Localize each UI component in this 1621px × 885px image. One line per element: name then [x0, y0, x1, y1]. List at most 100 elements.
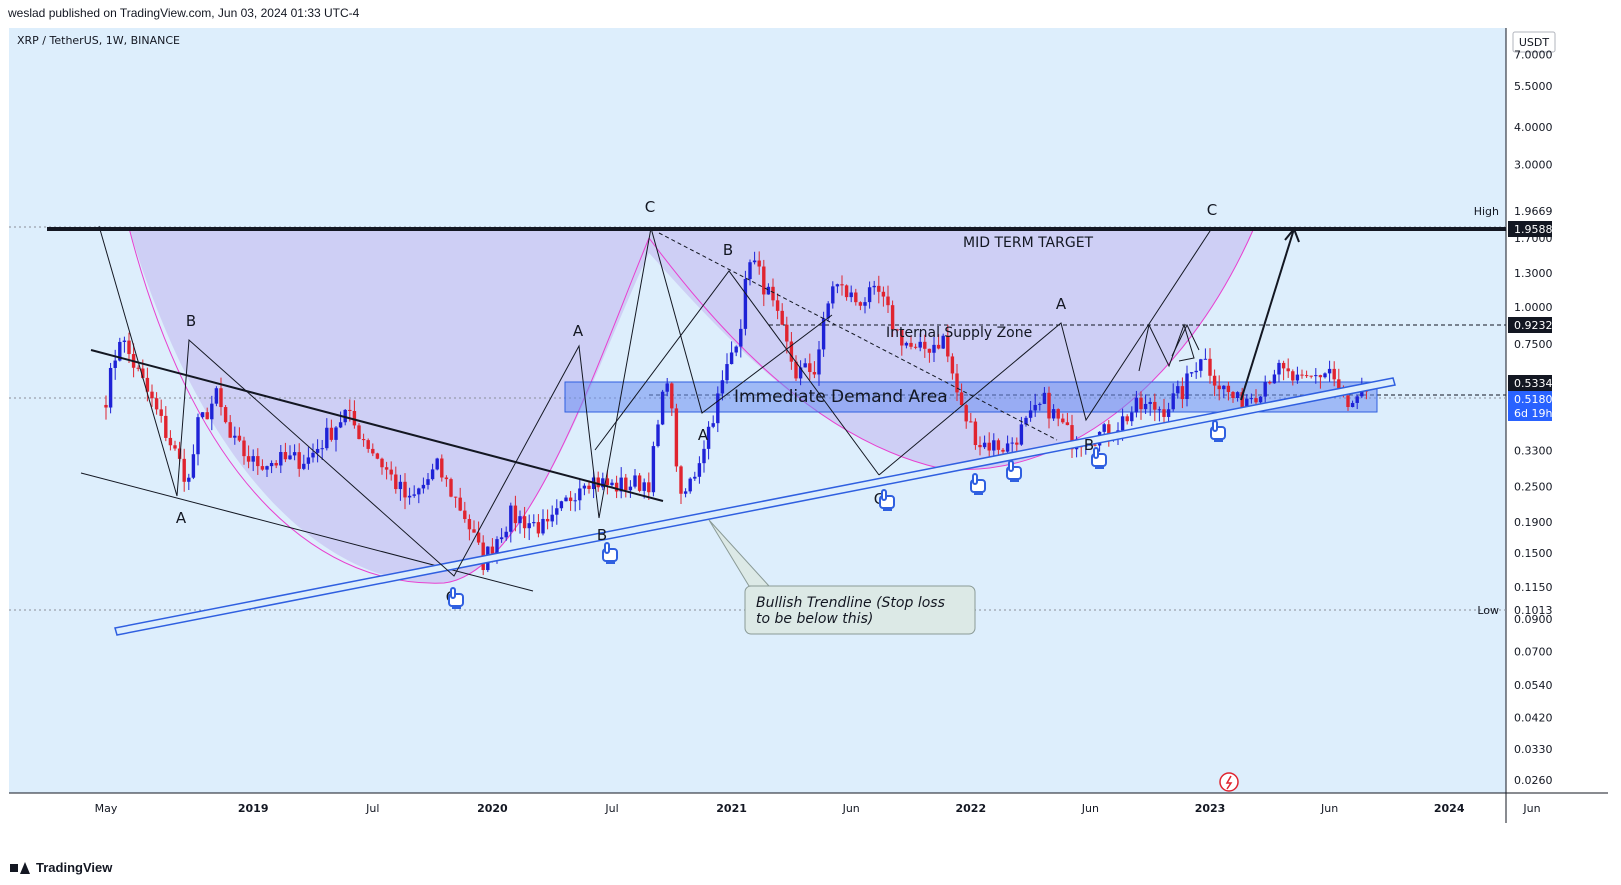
candle-body	[237, 435, 242, 441]
price-tick-label: 0.0900	[1514, 613, 1553, 626]
candle-body	[265, 466, 269, 470]
candle-body	[587, 485, 591, 490]
candle-body	[1355, 396, 1359, 403]
wave-label: A	[573, 322, 584, 340]
candle-body	[1281, 362, 1286, 369]
candle-body	[821, 318, 826, 350]
candle-body	[1162, 409, 1166, 417]
candle-body	[1134, 397, 1139, 413]
price-tick-label: 4.0000	[1514, 121, 1553, 134]
high-value: 1.9669	[1514, 205, 1553, 218]
wave-label: C	[1207, 201, 1217, 219]
candle-body	[118, 341, 122, 361]
tradingview-brand: TradingView	[36, 860, 113, 875]
internal-supply-label: Internal Supply Zone	[886, 325, 1032, 341]
candle-body	[334, 427, 338, 440]
candle-body	[490, 546, 495, 554]
candle-body	[306, 457, 311, 464]
candle-body	[509, 505, 513, 532]
demand-top-price-tag	[1508, 375, 1552, 391]
candle-body	[389, 469, 393, 475]
candle-body	[113, 360, 117, 368]
candle-body	[1107, 424, 1111, 439]
candle-body	[610, 482, 614, 486]
candle-body	[164, 415, 168, 438]
candle-body	[670, 383, 674, 409]
price-chart[interactable]: ABCABCABCABC MID TERM TARGET Internal Su…	[9, 28, 1608, 848]
candle-body	[835, 284, 840, 287]
candle-body	[453, 496, 458, 498]
candle-body	[1102, 424, 1106, 432]
mid-term-target-label: MID TERM TARGET	[963, 235, 1094, 251]
time-tick-label: 2020	[477, 802, 508, 815]
candle-body	[633, 475, 637, 487]
candle-body	[233, 435, 237, 438]
candle-body	[187, 477, 191, 482]
chart-frame[interactable]: ABCABCABCABC MID TERM TARGET Internal Su…	[9, 28, 1608, 848]
price-tick-label: 0.1900	[1514, 516, 1553, 529]
candle-body	[1042, 392, 1047, 404]
candle-body	[959, 392, 964, 406]
candle-body	[614, 482, 619, 492]
currency-box[interactable]	[1512, 31, 1556, 53]
candle-body	[444, 477, 449, 480]
candle-body	[1360, 388, 1364, 397]
candle-body	[1217, 385, 1221, 390]
candle-body	[150, 391, 154, 399]
candle-body	[214, 388, 219, 404]
candle-body	[329, 427, 334, 440]
candle-body	[205, 412, 209, 420]
price-tick-label: 7.0000	[1514, 49, 1553, 62]
candle-body	[568, 497, 573, 502]
hand-pointer-icon	[970, 473, 986, 495]
candle-body	[780, 310, 784, 325]
candle-body	[1263, 382, 1267, 397]
time-tick-label: May	[95, 802, 118, 815]
tradingview-footer[interactable]: TradingView	[10, 860, 112, 875]
currency-label: USDT	[1519, 36, 1550, 49]
candle-body	[357, 425, 361, 440]
low-label: Low	[1477, 604, 1499, 617]
candle-body	[716, 393, 720, 424]
candle-body	[228, 422, 232, 438]
candle-body	[918, 341, 922, 348]
candle-body	[762, 266, 766, 295]
candle-body	[1139, 397, 1143, 410]
trendline-callout[interactable]	[744, 585, 976, 635]
candle-body	[844, 285, 849, 298]
target-arrow-head	[1284, 227, 1300, 243]
candle-body	[863, 302, 867, 306]
candle-body	[1235, 392, 1240, 398]
lightning-icon[interactable]	[1219, 772, 1239, 792]
candle-body	[642, 482, 646, 491]
candle-body	[1019, 424, 1024, 445]
candle-body	[200, 412, 205, 418]
wave-label: C	[645, 198, 655, 216]
candle-body	[886, 296, 890, 306]
bullish-trendline[interactable]	[114, 377, 1396, 636]
candle-body	[1024, 417, 1028, 425]
price-tick-label: 0.2500	[1514, 481, 1553, 494]
price-tick-label: 3.0000	[1514, 158, 1553, 171]
candle-body	[338, 422, 343, 428]
candle-body	[1323, 373, 1327, 378]
publisher-line: weslad published on TradingView.com, Jun…	[8, 6, 360, 20]
time-tick-label: Jul	[365, 802, 379, 815]
candle-body	[596, 477, 600, 488]
wave-label: B	[1084, 436, 1094, 454]
bar-countdown: 6d 19h	[1514, 407, 1552, 420]
supply-price-tag	[1508, 317, 1552, 333]
time-axis-background	[9, 793, 1608, 823]
candle-body	[1194, 370, 1198, 373]
candle-body	[840, 284, 844, 286]
hand-pointer-icon	[448, 587, 464, 609]
symbol-legend[interactable]: XRP / TetherUS, 1W, BINANCE	[17, 34, 180, 47]
candle-body	[867, 287, 872, 303]
candle-body	[674, 408, 679, 467]
wave-lines-2021-2022	[594, 270, 880, 476]
candle-body	[449, 479, 453, 497]
candle-body	[1028, 410, 1033, 418]
target-arrow-line[interactable]	[1240, 228, 1295, 401]
candle-body	[969, 421, 973, 423]
cup-fill-area	[129, 228, 1254, 584]
